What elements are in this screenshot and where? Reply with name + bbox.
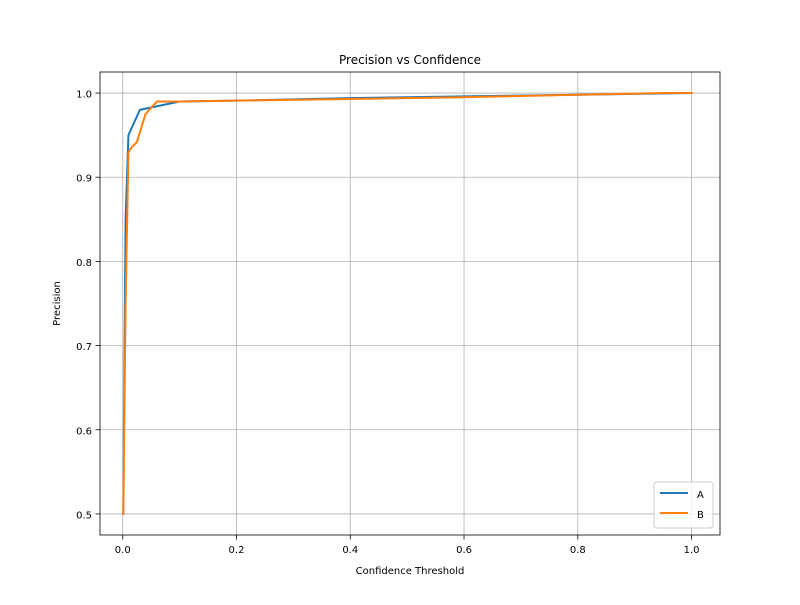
y-tick-label: 0.5: [76, 510, 92, 521]
y-tick-label: 0.6: [76, 426, 92, 437]
series-line-b: [122, 92, 693, 515]
legend: A B: [653, 481, 714, 529]
legend-label-b: B: [697, 510, 704, 521]
x-tick-label: 1.0: [684, 545, 700, 556]
y-axis-label: Precision: [52, 281, 63, 326]
series-layer: [122, 92, 693, 515]
x-tick-label: 0.6: [456, 545, 472, 556]
tick-layer: 0.0 0.2 0.4 0.6 0.8 1.0 0.5 0.6 0.7 0.8 0.9 1.0: [76, 90, 699, 556]
y-tick-label: 0.9: [76, 174, 92, 185]
legend-box: [653, 481, 714, 529]
legend-label-a: A: [697, 490, 704, 501]
y-tick-label: 0.7: [76, 342, 92, 353]
x-axis-label: Confidence Threshold: [356, 566, 465, 577]
y-tick-label: 1.0: [76, 90, 92, 101]
grid-layer: [100, 72, 720, 535]
x-tick-label: 0.2: [229, 545, 245, 556]
x-tick-label: 0.0: [115, 545, 131, 556]
plot-frame: [99, 71, 721, 536]
chart-title: Precision vs Confidence: [339, 53, 481, 67]
x-tick-label: 0.8: [570, 545, 586, 556]
x-tick-label: 0.4: [342, 545, 358, 556]
y-tick-label: 0.8: [76, 258, 92, 269]
